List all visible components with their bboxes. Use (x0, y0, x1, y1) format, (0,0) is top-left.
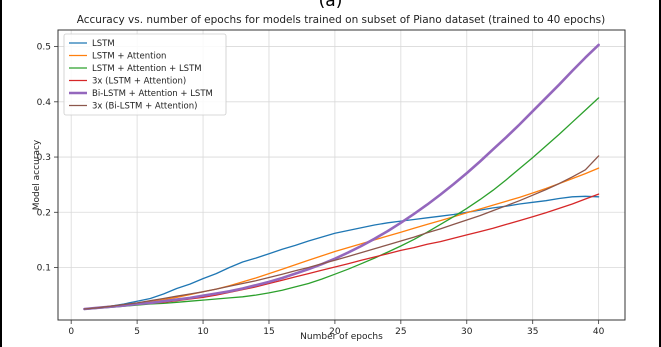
series-line (83, 97, 600, 311)
legend-box (63, 33, 227, 116)
series-line (83, 167, 600, 310)
series-line (83, 195, 600, 310)
y-tick-label: 0.1 (37, 264, 51, 274)
panel-label: (a) (318, 0, 343, 11)
y-axis-label: Model accuracy (32, 139, 42, 210)
x-tick-label: 20 (329, 327, 341, 337)
x-tick-label: 10 (197, 327, 209, 337)
series-line (83, 43, 600, 311)
legend-entry: LSTM + Attention + LSTM (92, 64, 202, 74)
x-axis-label: Number of epochs (300, 332, 383, 342)
legend-entry: Bi-LSTM + Attention + LSTM (92, 89, 213, 99)
series-line (83, 155, 600, 310)
legend-entry: LSTM + Attention (92, 52, 166, 62)
x-tick-label: 35 (527, 327, 538, 337)
x-tick-label: 15 (263, 327, 274, 337)
y-tick-label: 0.5 (37, 43, 51, 53)
y-tick-label: 0.4 (37, 98, 52, 108)
y-axis: 0.1 0.2 0.3 0.4 0.5 (37, 43, 58, 274)
y-tick-label: 0.2 (37, 208, 51, 218)
x-tick-label: 5 (134, 327, 140, 337)
x-tick-label: 30 (461, 327, 473, 337)
y-tick-label: 0.3 (37, 153, 51, 163)
legend: LSTM LSTM + Attention LSTM + Attention + L… (63, 33, 227, 116)
x-tick-label: 40 (593, 327, 605, 337)
legend-entry: LSTM (92, 39, 115, 49)
legend-entry: 3x (Bi-LSTM + Attention) (92, 102, 197, 112)
x-tick-label: 0 (68, 327, 74, 337)
x-axis: 0 5 10 15 20 25 30 35 40 (68, 320, 605, 337)
plot-area (57, 29, 626, 321)
series-lines (83, 43, 600, 311)
chart-title: Accuracy vs. number of epochs for models… (77, 14, 605, 26)
x-tick-label: 25 (395, 327, 406, 337)
legend-entry: 3x (LSTM + Attention) (92, 77, 186, 87)
series-line (83, 193, 600, 310)
